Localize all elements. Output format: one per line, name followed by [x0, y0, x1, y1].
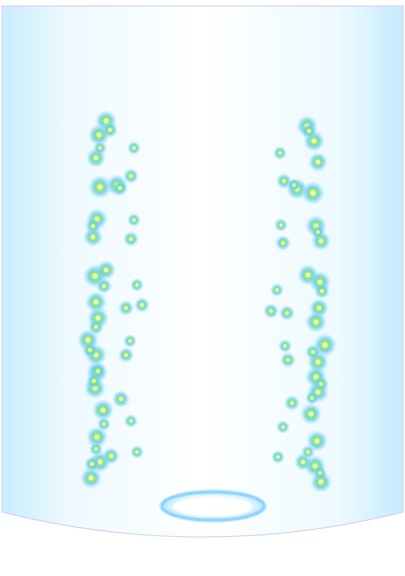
portal[interactable]	[159, 489, 267, 523]
orb-left[interactable]	[112, 390, 130, 408]
orb-right[interactable]	[301, 181, 325, 205]
orb-left[interactable]	[130, 445, 144, 459]
orb-right[interactable]	[313, 466, 327, 480]
orb-right[interactable]	[301, 445, 315, 459]
orb-left[interactable]	[134, 297, 150, 313]
orb-right[interactable]	[270, 283, 284, 297]
orb-left[interactable]	[88, 175, 112, 199]
orb-left[interactable]	[85, 218, 101, 234]
orb-left[interactable]	[92, 399, 114, 421]
orb-right[interactable]	[273, 146, 287, 160]
orb-right[interactable]	[287, 178, 301, 192]
orb-right[interactable]	[305, 344, 321, 360]
orb-left[interactable]	[123, 334, 137, 348]
arena-panel	[1, 5, 404, 538]
orb-left[interactable]	[112, 180, 128, 196]
orb-left[interactable]	[102, 447, 120, 465]
orb-right[interactable]	[279, 305, 295, 321]
orb-left[interactable]	[96, 278, 112, 294]
orb-left[interactable]	[123, 231, 139, 247]
orb-left[interactable]	[80, 467, 102, 489]
orb-left[interactable]	[97, 417, 111, 431]
orb-left[interactable]	[84, 456, 100, 472]
orb-left[interactable]	[123, 168, 139, 184]
orb-left[interactable]	[130, 278, 144, 292]
orb-right[interactable]	[305, 391, 319, 405]
orb-right[interactable]	[311, 225, 325, 239]
orb-right[interactable]	[280, 352, 296, 368]
orb-right[interactable]	[278, 339, 292, 353]
orb-right[interactable]	[301, 123, 317, 139]
orb-right[interactable]	[314, 283, 330, 299]
orb-left[interactable]	[88, 319, 104, 335]
orb-left[interactable]	[127, 141, 141, 155]
orb-left[interactable]	[102, 122, 118, 138]
orb-left[interactable]	[85, 291, 107, 313]
orb-right[interactable]	[271, 450, 285, 464]
orb-right[interactable]	[308, 152, 328, 172]
orb-left[interactable]	[86, 426, 108, 448]
orb-left[interactable]	[127, 213, 141, 227]
orb-layer	[77, 110, 337, 493]
orb-left[interactable]	[86, 373, 102, 389]
orb-left[interactable]	[124, 414, 138, 428]
orb-right[interactable]	[274, 218, 288, 232]
orb-left[interactable]	[82, 342, 98, 358]
orb-left[interactable]	[96, 260, 116, 280]
orb-right[interactable]	[276, 420, 290, 434]
orb-right[interactable]	[284, 395, 300, 411]
orb-left[interactable]	[118, 300, 134, 316]
orb-right[interactable]	[263, 303, 279, 319]
orb-right[interactable]	[313, 376, 329, 392]
orb-right[interactable]	[300, 403, 322, 425]
orb-left[interactable]	[89, 442, 103, 456]
orb-right[interactable]	[275, 235, 291, 251]
orb-left[interactable]	[93, 141, 107, 155]
orb-left[interactable]	[118, 347, 134, 363]
orb-right[interactable]	[305, 311, 327, 333]
